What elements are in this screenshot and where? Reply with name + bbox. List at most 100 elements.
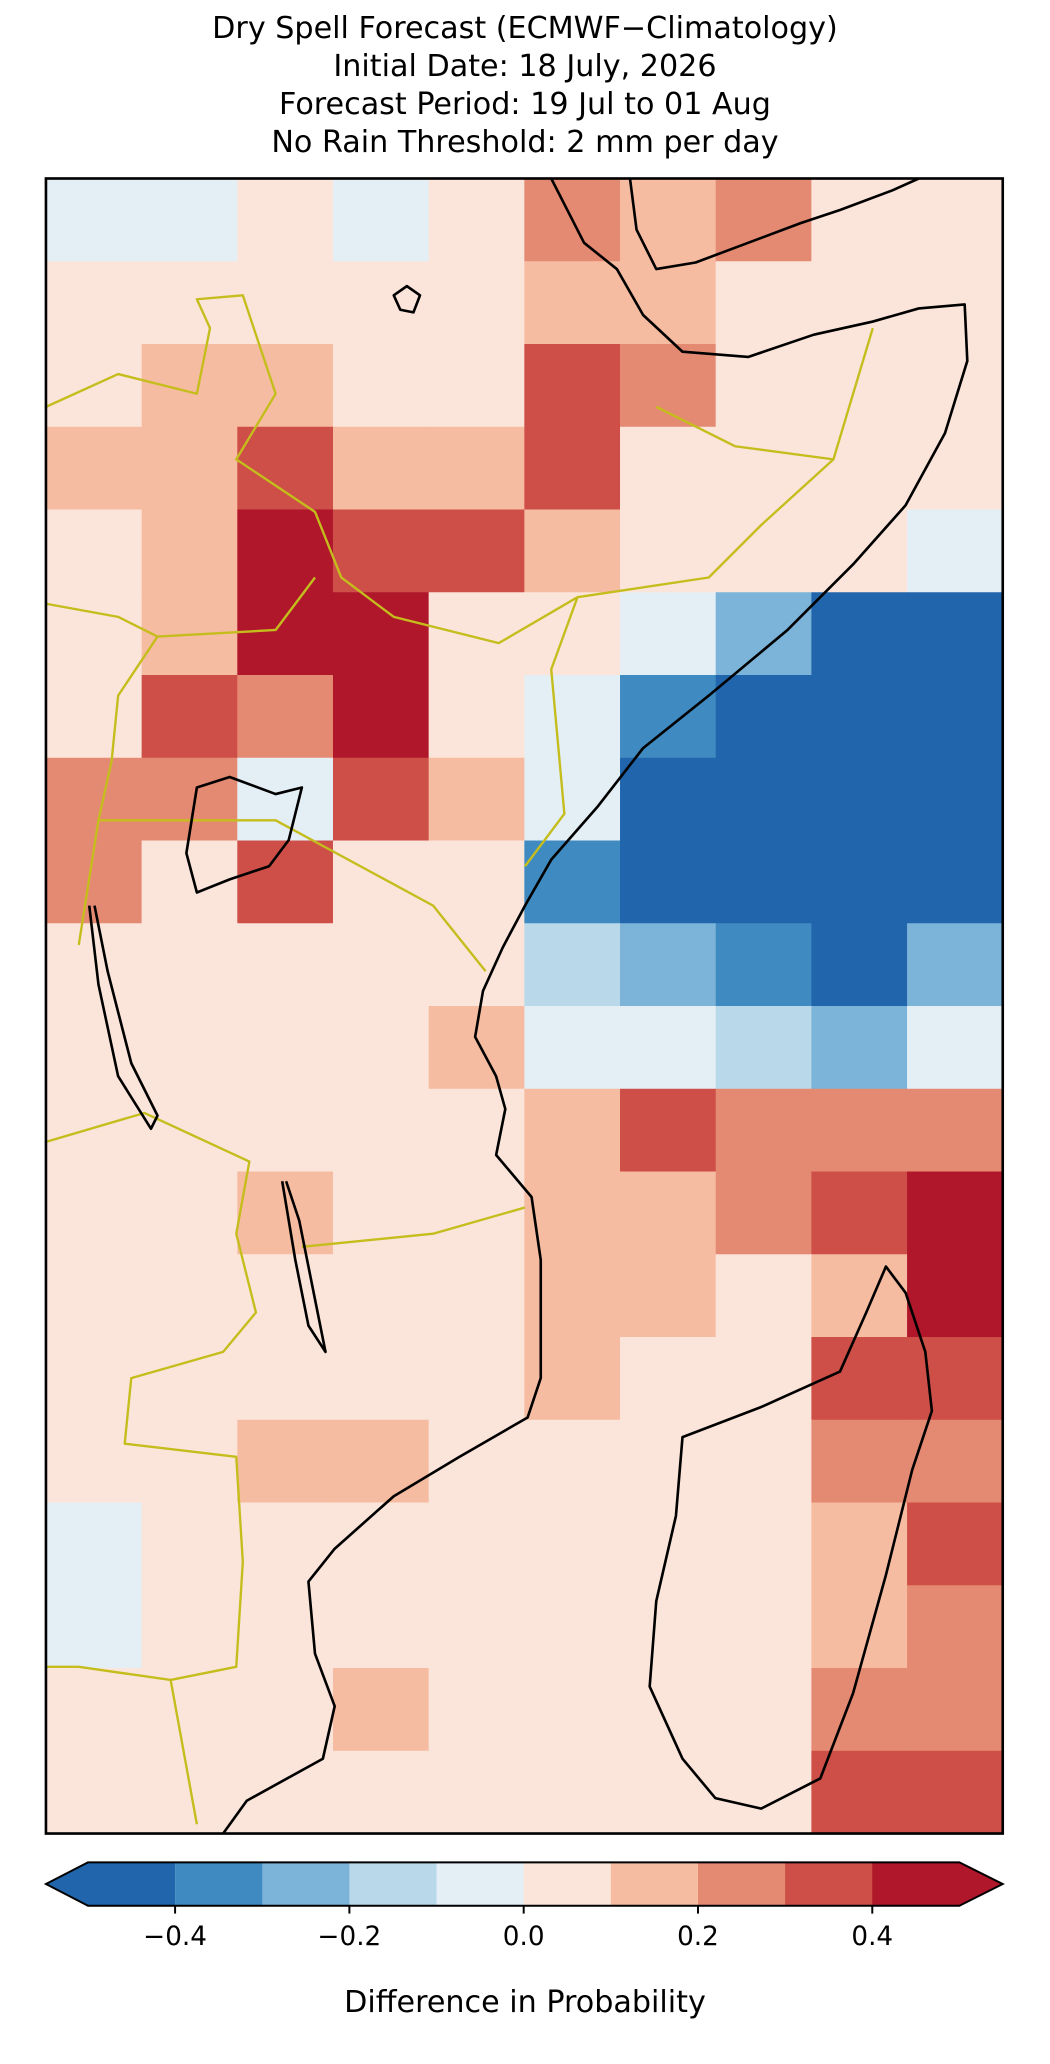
grid-cell	[811, 840, 908, 924]
grid-cell	[715, 1337, 813, 1421]
grid-cell	[237, 344, 334, 428]
grid-cell	[141, 1668, 238, 1752]
colorbar: −0.4 −0.2 0.0 0.2 0.4	[43, 1861, 1005, 1952]
grid-cell	[715, 1006, 813, 1090]
grid-cell	[524, 1668, 621, 1752]
grid-cell	[141, 923, 238, 1007]
title-line: Initial Date: 18 July, 2026	[333, 49, 716, 84]
lake	[392, 284, 422, 314]
grid-cell	[45, 757, 143, 842]
grid-cell	[428, 1668, 525, 1752]
grid-cell	[715, 675, 813, 759]
grid-cell	[907, 1668, 1003, 1752]
grid-cell	[715, 344, 813, 428]
colorbar-tick-label: 0.0	[503, 1922, 545, 1952]
colorbar-segment	[349, 1862, 437, 1906]
grid-cell	[907, 840, 1003, 924]
grid-cell	[141, 1006, 238, 1090]
grid-cell	[428, 675, 525, 759]
grid-cell	[715, 1502, 813, 1586]
grid-cell	[332, 1668, 430, 1752]
grid-cell	[811, 592, 908, 676]
grid-cell	[428, 840, 525, 924]
grid-cell	[141, 1171, 238, 1255]
grid-cell	[620, 675, 717, 759]
grid-cell	[141, 1088, 238, 1173]
grid-cell	[907, 178, 1003, 262]
grid-cell	[524, 592, 621, 676]
grid-cell	[524, 1750, 621, 1834]
grid-cell	[907, 1006, 1003, 1090]
grid-cell	[428, 178, 525, 262]
grid-cell	[620, 1750, 717, 1834]
grid-cell	[907, 923, 1003, 1007]
grid-cell	[524, 261, 621, 345]
grid-cell	[620, 1337, 717, 1421]
grid-cell	[811, 1254, 908, 1338]
colorbar-extend	[45, 1862, 176, 1906]
grid-cell	[811, 344, 908, 428]
grid-cell	[715, 261, 813, 345]
colorbar-segment	[262, 1862, 350, 1906]
grid-cell	[45, 178, 143, 262]
grid-cell	[332, 1337, 430, 1421]
grid-cell	[620, 1171, 717, 1255]
grid-cell	[45, 675, 143, 759]
grid-cell	[428, 1337, 525, 1421]
grid-cell	[428, 344, 525, 428]
grid-cell	[237, 1668, 334, 1752]
grid-cell	[907, 1502, 1003, 1586]
raster	[45, 178, 1003, 1834]
colorbar-tick-label: 0.2	[677, 1922, 719, 1952]
grid-cell	[332, 1585, 430, 1669]
grid-cell	[907, 757, 1003, 842]
grid-cell	[428, 1419, 525, 1504]
grid-cell	[907, 1585, 1003, 1669]
grid-cell	[524, 923, 621, 1007]
colorbar-segment	[785, 1862, 873, 1906]
grid-cell	[811, 1088, 908, 1173]
grid-cell	[715, 1585, 813, 1669]
grid-cell	[332, 757, 430, 842]
grid-cell	[237, 1337, 334, 1421]
grid-cell	[811, 923, 908, 1007]
grid-cell	[811, 757, 908, 842]
grid-cell	[524, 426, 621, 511]
grid-cell	[141, 426, 238, 511]
title-block: Dry Spell Forecast (ECMWF−Climatology) I…	[212, 11, 838, 160]
grid-cell	[45, 261, 143, 345]
grid-cell	[237, 426, 334, 511]
grid-cell	[237, 1585, 334, 1669]
madagascar	[648, 1265, 934, 1810]
lake	[185, 775, 304, 894]
grid-cell	[811, 426, 908, 511]
grid-cell	[45, 923, 143, 1007]
grid-cell	[45, 592, 143, 676]
grid-cell	[237, 923, 334, 1007]
colorbar-segment	[523, 1862, 612, 1906]
grid-cell	[141, 1337, 238, 1421]
coastline	[222, 178, 969, 1834]
grid-cell	[715, 1171, 813, 1255]
grid-cell	[237, 1419, 334, 1504]
grid-cell	[45, 1502, 143, 1586]
grid-cell	[141, 261, 238, 345]
grid-cell	[45, 1088, 143, 1173]
grid-cell	[620, 1088, 717, 1173]
grid-cell	[141, 1750, 238, 1834]
grid-cell	[524, 840, 621, 924]
grid-cell	[141, 1254, 238, 1338]
grid-cell	[524, 1337, 621, 1421]
grid-cell	[524, 1254, 621, 1338]
grid-cell	[332, 1088, 430, 1173]
grid-cell	[524, 509, 621, 593]
grid-cell	[811, 1171, 908, 1255]
grid-cell	[141, 344, 238, 428]
grid-cell	[620, 426, 717, 511]
grid-cell	[907, 344, 1003, 428]
grid-cell	[428, 1502, 525, 1586]
grid-cell	[524, 1171, 621, 1255]
grid-cell	[332, 923, 430, 1007]
grid-cell	[428, 261, 525, 345]
